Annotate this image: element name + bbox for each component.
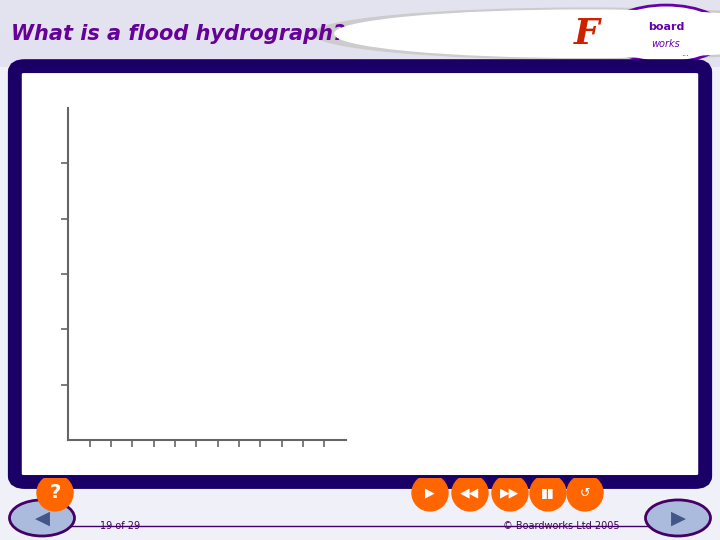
Circle shape <box>452 475 488 511</box>
Text: © Boardworks Ltd 2005: © Boardworks Ltd 2005 <box>503 521 620 531</box>
Text: board: board <box>648 22 684 32</box>
Text: ▶: ▶ <box>426 487 435 500</box>
Circle shape <box>313 8 720 59</box>
Text: ◀◀: ◀◀ <box>460 487 480 500</box>
Text: works: works <box>652 39 680 49</box>
Ellipse shape <box>9 500 74 536</box>
Text: ↺: ↺ <box>580 487 590 500</box>
Circle shape <box>37 475 73 511</box>
Circle shape <box>530 475 566 511</box>
FancyBboxPatch shape <box>15 66 705 482</box>
Circle shape <box>335 10 720 57</box>
Ellipse shape <box>646 500 711 536</box>
Text: ?: ? <box>49 483 60 502</box>
Text: 19 of 29: 19 of 29 <box>100 521 140 531</box>
Text: What is a flood hydrograph?: What is a flood hydrograph? <box>11 24 345 44</box>
Text: ...: ... <box>682 50 689 58</box>
Text: ▶▶: ▶▶ <box>500 487 520 500</box>
Text: Hydrographs: Hydrographs <box>523 99 665 118</box>
Text: F: F <box>574 17 600 51</box>
Ellipse shape <box>605 5 720 63</box>
Text: ▮▮: ▮▮ <box>541 487 555 500</box>
Circle shape <box>412 475 448 511</box>
Text: ◀: ◀ <box>35 509 50 528</box>
Circle shape <box>567 475 603 511</box>
Circle shape <box>492 475 528 511</box>
Text: ▶: ▶ <box>670 509 685 528</box>
